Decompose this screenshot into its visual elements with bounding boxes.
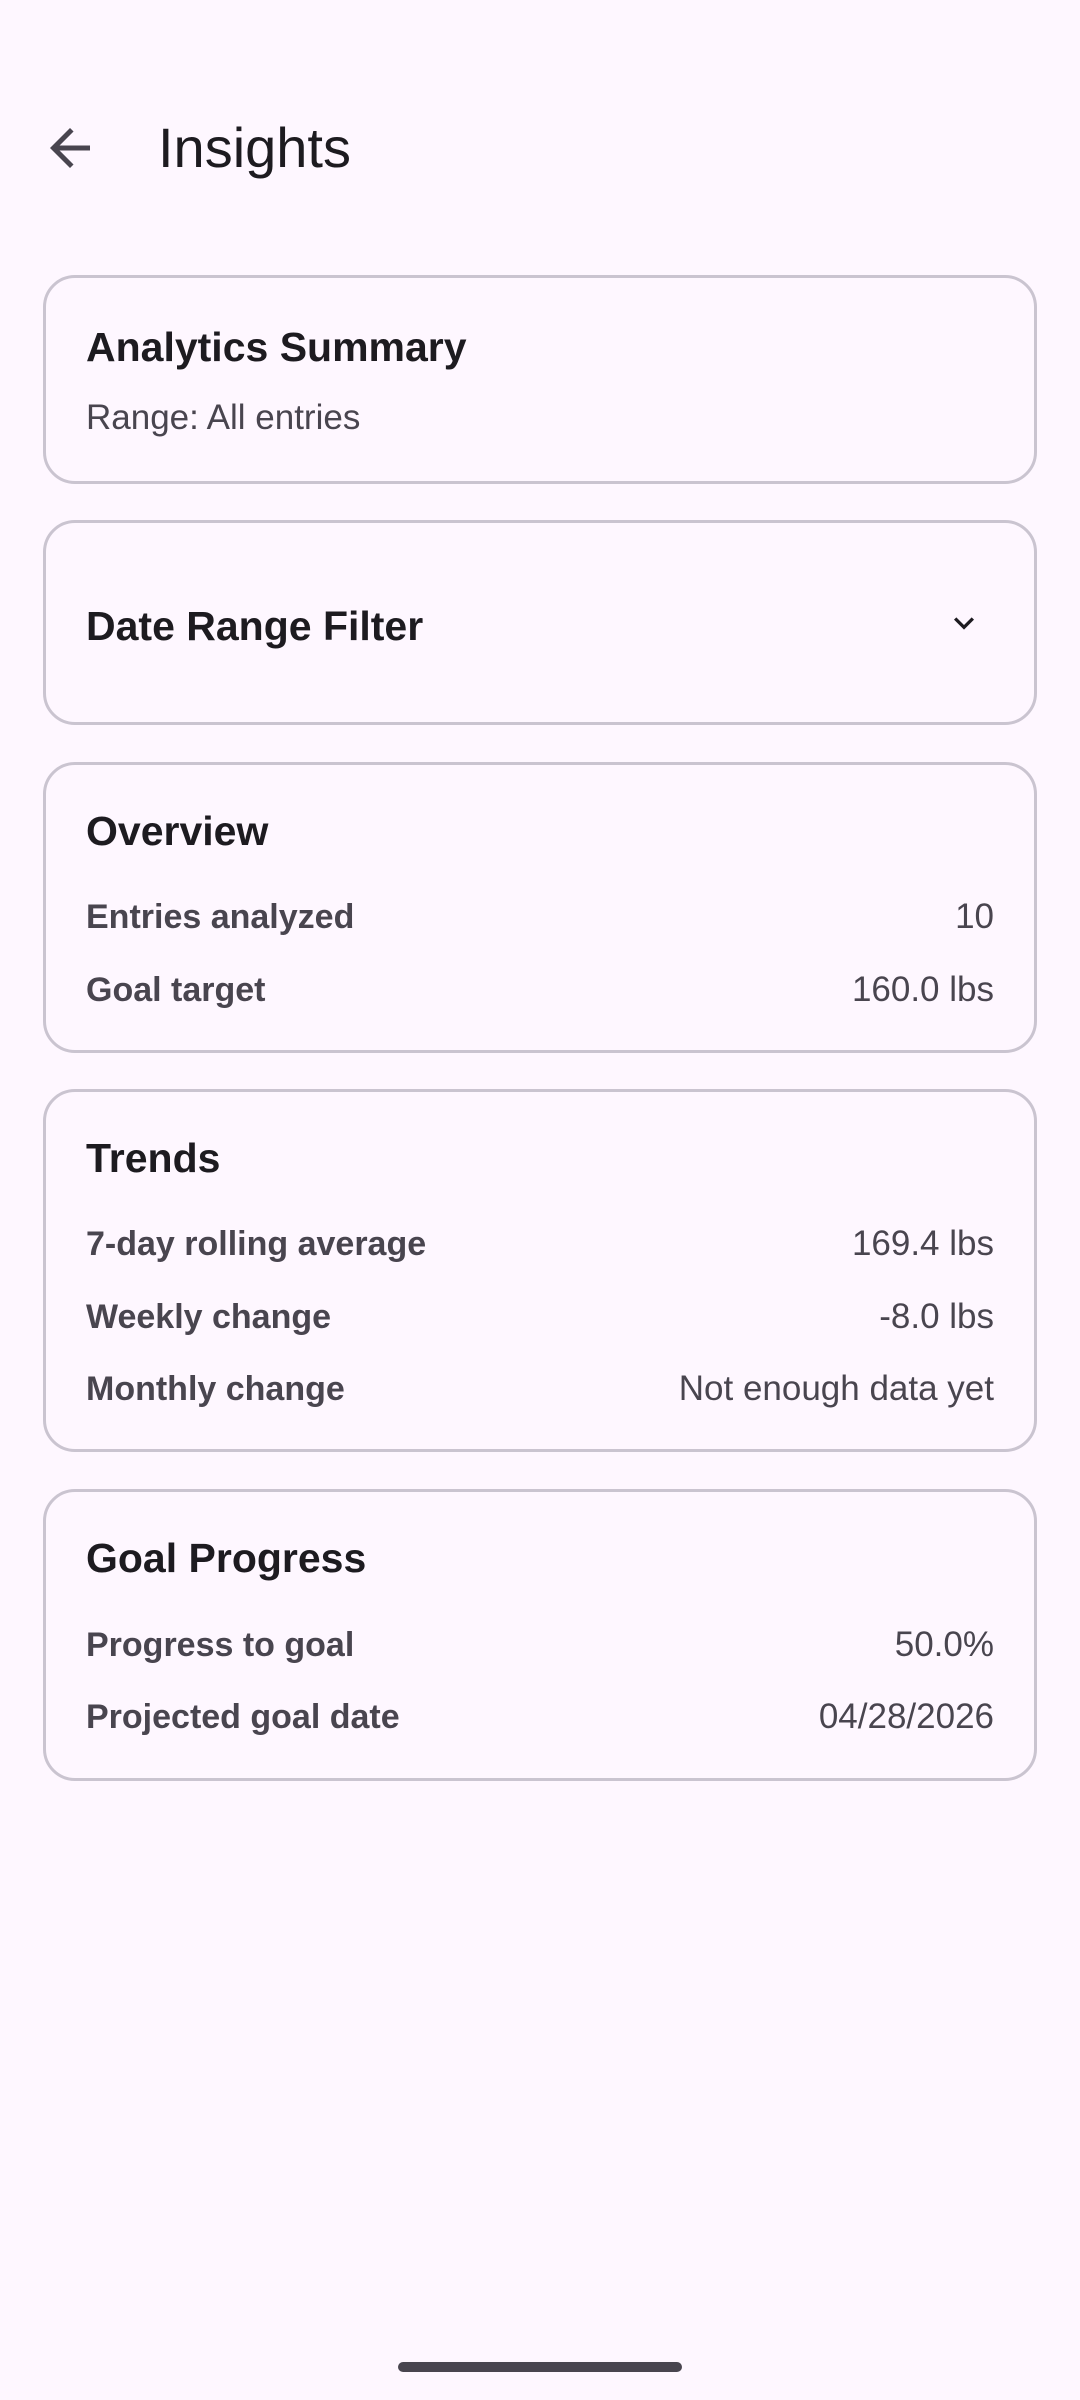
stat-row: Monthly change Not enough data yet [86,1367,994,1411]
stat-value: 160.0 lbs [851,970,994,1009]
analytics-summary-card: Analytics Summary Range: All entries [43,275,1037,484]
stat-label: Weekly change [86,1297,332,1336]
range-text: Range: All entries [86,398,361,437]
back-button[interactable] [40,118,100,178]
stat-label: Projected goal date [86,1697,400,1736]
stat-label: Goal target [86,970,266,1009]
card-title: Date Range Filter [86,603,424,649]
stat-value: 10 [955,897,994,936]
trends-card: Trends 7-day rolling average 169.4 lbs W… [43,1089,1037,1452]
stat-value: -8.0 lbs [879,1297,994,1336]
stat-row: Projected goal date 04/28/2026 [86,1695,994,1739]
date-range-filter[interactable]: Date Range Filter [43,520,1037,725]
stat-row: Weekly change -8.0 lbs [86,1295,994,1339]
stat-row: Progress to goal 50.0% [86,1623,994,1667]
goal-progress-card: Goal Progress Progress to goal 50.0% Pro… [43,1489,1037,1781]
card-title: Goal Progress [86,1535,367,1581]
stat-label: 7-day rolling average [86,1224,427,1263]
card-title: Analytics Summary [86,324,467,370]
chevron-down-icon[interactable] [944,603,984,643]
stat-value: 04/28/2026 [818,1697,994,1736]
page-title: Insights [158,116,351,179]
overview-card: Overview Entries analyzed 10 Goal target… [43,762,1037,1053]
stat-label: Progress to goal [86,1625,355,1664]
stat-value: 169.4 lbs [851,1224,994,1263]
card-title: Trends [86,1135,221,1181]
stat-value: 50.0% [894,1625,994,1664]
card-title: Overview [86,808,269,854]
arrow-back-icon [50,128,90,168]
stat-label: Monthly change [86,1369,345,1408]
home-indicator[interactable] [398,2362,682,2372]
stat-row: 7-day rolling average 169.4 lbs [86,1222,994,1266]
stat-label: Entries analyzed [86,897,355,936]
stat-value: Not enough data yet [678,1369,994,1408]
stat-row: Goal target 160.0 lbs [86,968,994,1012]
stat-row: Entries analyzed 10 [86,895,994,939]
